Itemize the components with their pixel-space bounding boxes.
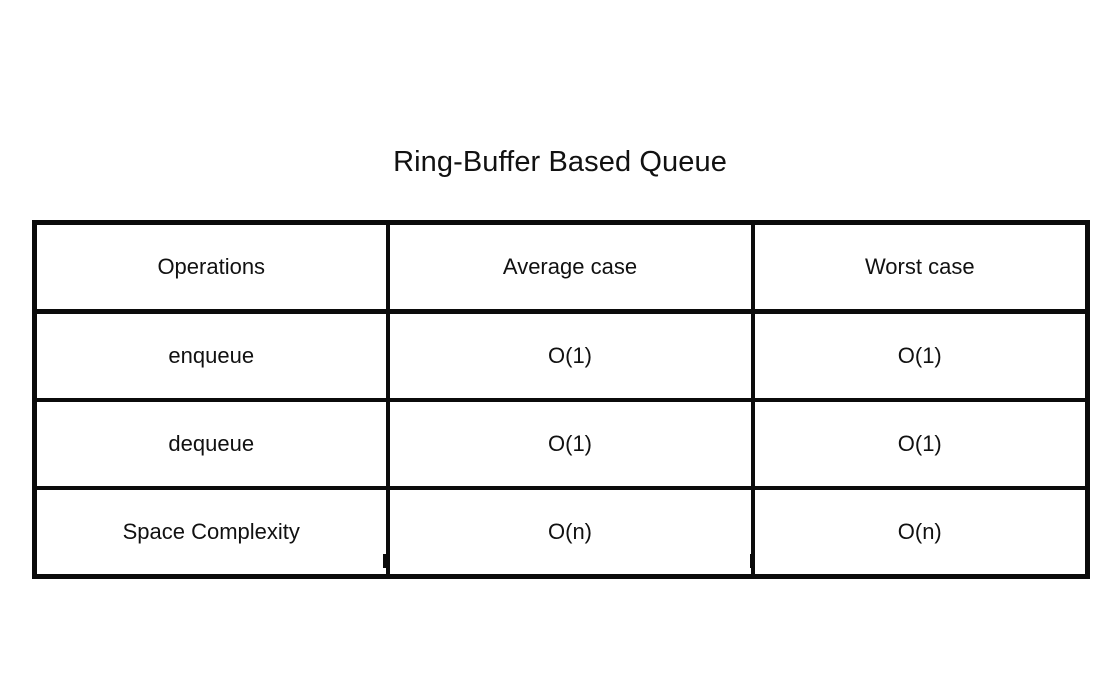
cell-worst-case: O(n) xyxy=(750,486,1090,579)
table-header-row: Operations Average case Worst case xyxy=(32,220,1090,314)
cell-operation: enqueue xyxy=(32,309,390,402)
table-row: dequeue O(1) O(1) xyxy=(32,398,1090,490)
cell-worst-case: O(1) xyxy=(750,309,1090,402)
cell-operation: Space Complexity xyxy=(32,486,390,579)
table-row: Space Complexity O(n) O(n) xyxy=(32,486,1090,579)
page-title: Ring-Buffer Based Queue xyxy=(393,146,727,178)
column-divider-overshoot xyxy=(750,554,754,568)
cell-average-case: O(n) xyxy=(385,486,755,579)
column-divider-overshoot xyxy=(383,554,387,568)
complexity-table-container: Operations Average case Worst case enque… xyxy=(32,220,1090,579)
cell-operation: dequeue xyxy=(32,398,390,490)
column-header-worst-case: Worst case xyxy=(750,220,1090,314)
column-header-operations: Operations xyxy=(32,220,390,314)
cell-average-case: O(1) xyxy=(385,398,755,490)
cell-worst-case: O(1) xyxy=(750,398,1090,490)
column-header-average-case: Average case xyxy=(385,220,755,314)
cell-average-case: O(1) xyxy=(385,309,755,402)
complexity-table: Operations Average case Worst case enque… xyxy=(32,220,1090,579)
table-row: enqueue O(1) O(1) xyxy=(32,309,1090,402)
